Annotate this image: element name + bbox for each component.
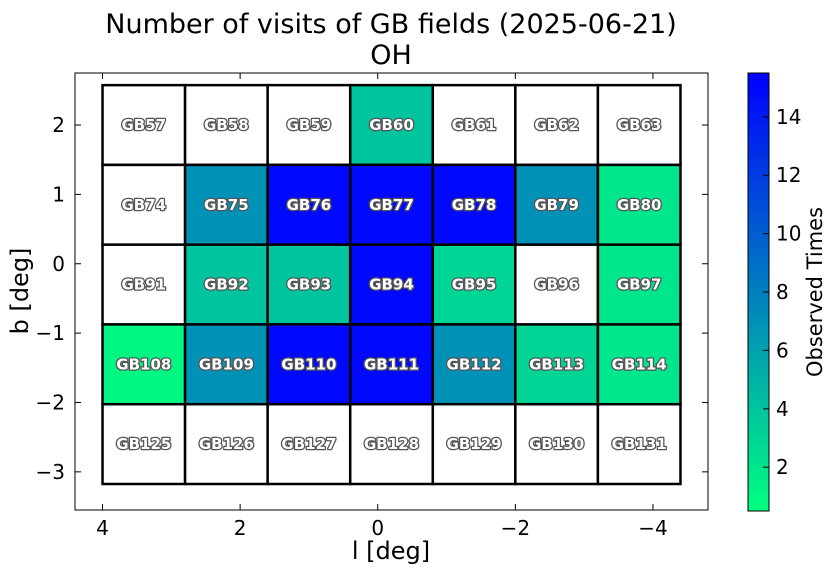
cell-label: GB96 bbox=[534, 276, 579, 294]
cell-label: GB59 bbox=[287, 116, 332, 134]
cell-label: GB60 bbox=[369, 116, 414, 134]
cell-label: GB97 bbox=[617, 276, 662, 294]
heatmap-cell bbox=[596, 323, 682, 406]
cell-label: GB57 bbox=[121, 116, 166, 134]
cell-label: GB126 bbox=[199, 435, 254, 453]
y-tick-label: 2 bbox=[52, 113, 65, 137]
heatmap-cell bbox=[183, 402, 269, 486]
heatmap-cell bbox=[101, 243, 187, 326]
colorbar-label: Observed Times bbox=[803, 207, 827, 377]
y-tick-label: −1 bbox=[36, 321, 65, 345]
heatmap-cell bbox=[596, 402, 682, 486]
colorbar-tick-label: 6 bbox=[776, 338, 789, 362]
heatmap-cell bbox=[596, 243, 682, 326]
cell-label: GB114 bbox=[612, 355, 667, 373]
cell-label: GB95 bbox=[452, 276, 497, 294]
cell-label: GB77 bbox=[369, 196, 414, 214]
heatmap-cell bbox=[431, 402, 517, 486]
cell-label: GB131 bbox=[612, 435, 667, 453]
colorbar-tick-label: 8 bbox=[776, 280, 789, 304]
cell-label: GB129 bbox=[447, 435, 502, 453]
cell-label: GB112 bbox=[447, 355, 502, 373]
x-tick-label: 2 bbox=[234, 516, 247, 540]
y-tick-label: 0 bbox=[52, 252, 65, 276]
axis-ticks: 4 2 0 −2 −4 2 1 0 −1 −2 −3 bbox=[36, 73, 708, 540]
colorbar-tick-label: 4 bbox=[776, 397, 789, 421]
heatmap-cell bbox=[183, 163, 269, 246]
y-tick-label: −2 bbox=[36, 390, 65, 414]
x-tick-label: −2 bbox=[501, 516, 530, 540]
cell-label: GB79 bbox=[534, 196, 579, 214]
y-tick-label: −3 bbox=[36, 460, 65, 484]
colorbar-tick-label: 14 bbox=[776, 105, 801, 129]
colorbar-tick-label: 10 bbox=[776, 222, 801, 246]
cell-label: GB78 bbox=[452, 196, 497, 214]
colorbar-tick-label: 2 bbox=[776, 455, 789, 479]
cell-label: GB94 bbox=[369, 276, 414, 294]
heatmap-cell bbox=[101, 83, 187, 167]
heatmap-cell bbox=[101, 323, 187, 406]
cell-label: GB80 bbox=[617, 196, 662, 214]
heatmap-cells: GB57 GB58 GB59 GB60 GB61 GB62 GB63 GB74 GB75 GB76… bbox=[101, 83, 682, 486]
chart-subtitle: OH bbox=[370, 40, 412, 71]
x-tick-label: 0 bbox=[371, 516, 384, 540]
heatmap-cell bbox=[514, 243, 600, 326]
cell-label: GB113 bbox=[529, 355, 584, 373]
cell-label: GB75 bbox=[204, 196, 249, 214]
cell-label: GB74 bbox=[121, 196, 166, 214]
cell-label: GB128 bbox=[364, 435, 419, 453]
cell-label: GB63 bbox=[617, 116, 662, 134]
heatmap-cell bbox=[514, 163, 600, 246]
cell-label: GB61 bbox=[452, 116, 497, 134]
colorbar-ticks: 2 4 6 8 10 12 14 bbox=[763, 105, 801, 479]
heatmap-cell bbox=[596, 83, 682, 167]
heatmap-cell bbox=[348, 243, 435, 326]
cell-label: GB108 bbox=[116, 355, 171, 373]
heatmap-cell bbox=[431, 83, 517, 167]
x-tick-label: 4 bbox=[96, 516, 109, 540]
x-axis-label: l [deg] bbox=[352, 537, 430, 565]
cell-label: GB76 bbox=[287, 196, 332, 214]
y-tick-label: 1 bbox=[52, 182, 65, 206]
cell-label: GB125 bbox=[116, 435, 171, 453]
x-tick-label: −4 bbox=[638, 516, 667, 540]
cell-label: GB109 bbox=[199, 355, 254, 373]
cell-label: GB110 bbox=[281, 355, 336, 373]
heatmap-cell bbox=[183, 243, 269, 326]
colorbar-tick-label: 12 bbox=[776, 163, 801, 187]
heatmap-cell bbox=[514, 402, 600, 486]
cell-label: GB111 bbox=[364, 355, 419, 373]
heatmap-cell bbox=[431, 243, 517, 326]
heatmap-cell bbox=[348, 163, 435, 246]
heatmap-cell bbox=[431, 323, 517, 406]
cell-label: GB92 bbox=[204, 276, 249, 294]
cell-label: GB130 bbox=[529, 435, 584, 453]
cell-label: GB127 bbox=[281, 435, 336, 453]
cell-label: GB62 bbox=[534, 116, 579, 134]
cell-label: GB93 bbox=[287, 276, 332, 294]
chart-title: Number of visits of GB fields (2025-06-2… bbox=[105, 9, 676, 40]
cell-label: GB91 bbox=[121, 276, 166, 294]
y-axis-label: b [deg] bbox=[6, 248, 34, 335]
cell-label: GB58 bbox=[204, 116, 249, 134]
